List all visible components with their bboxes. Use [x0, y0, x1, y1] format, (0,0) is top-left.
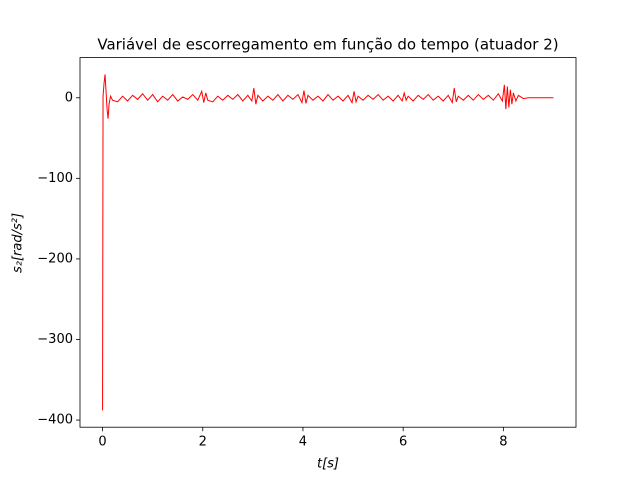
- y-tick-label: −400: [37, 413, 73, 428]
- y-tick-label: −200: [37, 251, 73, 266]
- x-axis-label: t[s]: [317, 457, 339, 472]
- x-tick-label: 4: [299, 435, 307, 450]
- y-tick-label: −100: [37, 171, 73, 186]
- plot-frame: [79, 57, 577, 428]
- y-tick-label: 0: [65, 90, 73, 105]
- data-line: [102, 74, 554, 411]
- y-axis-label: s₂[rad/s²]: [11, 213, 26, 273]
- y-tick-label: −300: [37, 332, 73, 347]
- x-tick-label: 2: [199, 435, 207, 450]
- chart-title: Variável de escorregamento em função do …: [97, 36, 558, 54]
- x-tick-label: 6: [399, 435, 407, 450]
- x-tick-label: 0: [98, 435, 106, 450]
- x-tick-label: 8: [499, 435, 507, 450]
